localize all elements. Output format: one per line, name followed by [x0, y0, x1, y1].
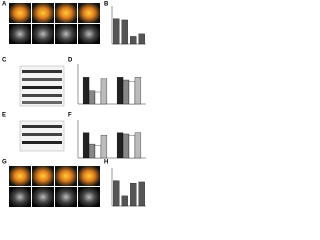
blot-e	[19, 120, 65, 152]
panel-label: B	[104, 2, 109, 8]
bar	[100, 135, 108, 159]
panel-label: H	[104, 160, 108, 166]
bar	[130, 36, 137, 45]
bar	[122, 79, 130, 105]
bar	[82, 77, 90, 105]
bar	[138, 181, 145, 207]
bar	[134, 77, 142, 105]
bar	[128, 81, 136, 105]
panel-label: F	[68, 113, 72, 119]
bar	[130, 183, 137, 207]
panel-label: G	[2, 160, 7, 166]
micrographs-a	[9, 3, 100, 44]
bar	[121, 19, 128, 45]
bar	[113, 180, 120, 207]
bar	[94, 91, 102, 105]
micrographs-g	[9, 166, 100, 207]
bar	[116, 77, 124, 105]
bar	[121, 195, 128, 207]
bar	[88, 90, 96, 105]
blot-c	[19, 65, 65, 107]
figure: A B C D E F G H	[2, 2, 146, 207]
bar	[138, 33, 145, 45]
bar	[100, 78, 108, 105]
panel-label: C	[2, 58, 7, 64]
bar	[88, 143, 96, 159]
bar	[113, 18, 120, 45]
bar	[128, 135, 136, 159]
bar	[134, 132, 142, 159]
panel-label: E	[2, 113, 6, 119]
bar	[116, 132, 124, 159]
bar	[82, 132, 90, 159]
panel-label: A	[2, 2, 7, 8]
panel-label: D	[68, 58, 73, 64]
bar	[122, 133, 130, 159]
bar	[94, 145, 102, 159]
